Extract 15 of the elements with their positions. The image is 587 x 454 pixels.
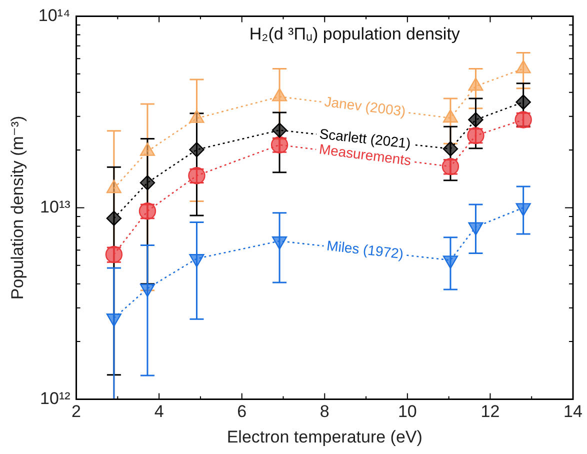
x-tick-label: 4 — [154, 402, 164, 422]
text: Miles (1972) — [326, 237, 404, 262]
y-axis-title: Population density (m⁻³) — [8, 116, 27, 300]
x-tick-label: 6 — [237, 402, 247, 422]
y-tick-label: 10¹⁴ — [38, 6, 70, 25]
text: H₂(d ³Πᵤ) population density — [249, 24, 460, 44]
x-tick-label: 10 — [398, 402, 417, 422]
x-tick-label: 8 — [320, 402, 330, 422]
x-tick-label: 2 — [72, 402, 82, 422]
y-tick-label: 10¹² — [40, 388, 71, 408]
y-tick-label: 10¹³ — [40, 197, 71, 216]
text: Janev (2003) — [324, 93, 407, 120]
x-tick-label: 14 — [564, 402, 582, 422]
x-axis-title: Electron temperature (eV) — [226, 427, 422, 446]
x-tick-label: 12 — [480, 402, 500, 422]
